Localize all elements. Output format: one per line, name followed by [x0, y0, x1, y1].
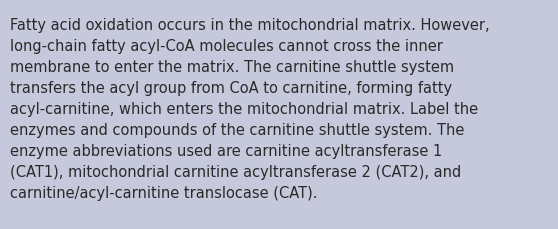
Text: transfers the acyl group from CoA to carnitine, forming fatty: transfers the acyl group from CoA to car…	[10, 81, 452, 95]
Text: enzymes and compounds of the carnitine shuttle system. The: enzymes and compounds of the carnitine s…	[10, 123, 464, 137]
Text: (CAT1), mitochondrial carnitine acyltransferase 2 (CAT2), and: (CAT1), mitochondrial carnitine acyltran…	[10, 164, 461, 179]
Text: carnitine/acyl-carnitine translocase (CAT).: carnitine/acyl-carnitine translocase (CA…	[10, 185, 318, 200]
Text: membrane to enter the matrix. The carnitine shuttle system: membrane to enter the matrix. The carnit…	[10, 60, 454, 75]
Text: Fatty acid oxidation occurs in the mitochondrial matrix. However,: Fatty acid oxidation occurs in the mitoc…	[10, 18, 489, 33]
Text: acyl-carnitine, which enters the mitochondrial matrix. Label the: acyl-carnitine, which enters the mitocho…	[10, 101, 478, 117]
Text: long-chain fatty acyl-CoA molecules cannot cross the inner: long-chain fatty acyl-CoA molecules cann…	[10, 39, 443, 54]
Text: enzyme abbreviations used are carnitine acyltransferase 1: enzyme abbreviations used are carnitine …	[10, 143, 442, 158]
